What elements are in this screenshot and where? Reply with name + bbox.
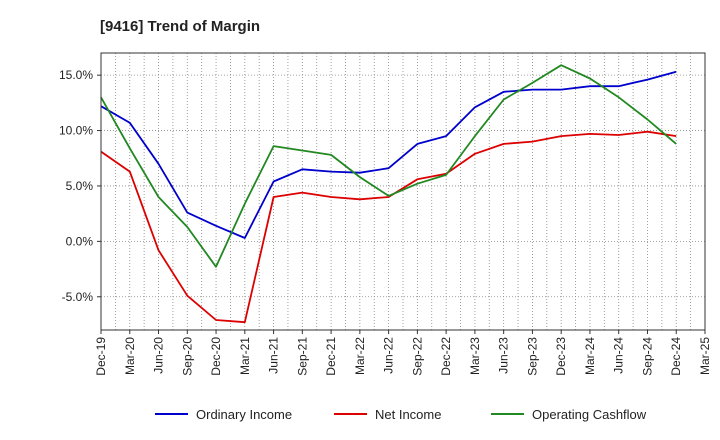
x-tick-label: Dec-19: [94, 337, 108, 376]
chart-title: [9416] Trend of Margin: [100, 18, 260, 35]
x-tick-label: Jun-20: [152, 337, 166, 374]
y-tick-label: 0.0%: [66, 234, 94, 248]
x-tick-label: Mar-20: [123, 337, 137, 375]
legend-label: Net Income: [375, 407, 441, 422]
series-lines: [100, 64, 677, 324]
y-tick-label: -5.0%: [62, 290, 94, 304]
grid: [101, 53, 705, 330]
x-tick-label: Mar-24: [583, 337, 597, 375]
y-tick-label: 10.0%: [59, 124, 93, 138]
x-tick-label: Sep-24: [640, 337, 654, 376]
x-tick-label: Sep-22: [410, 337, 424, 376]
x-axis-ticks: Dec-19 Mar-20 Jun-20 Sep-20 Dec-20 Mar-21 Jun-…: [94, 330, 712, 376]
y-tick-label: 5.0%: [66, 179, 94, 193]
y-tick-label: 15.0%: [59, 68, 93, 82]
legend: Ordinary Income Net Income Operating Cashf…: [155, 407, 647, 422]
x-tick-label: Dec-21: [324, 337, 338, 376]
x-tick-label: Sep-23: [525, 337, 539, 376]
x-tick-label: Jun-23: [497, 337, 511, 374]
series-line-net-income: [100, 130, 677, 324]
x-tick-label: Jun-24: [612, 337, 626, 374]
legend-label: Ordinary Income: [196, 407, 292, 422]
x-tick-label: Mar-23: [468, 337, 482, 375]
x-tick-label: Dec-23: [554, 337, 568, 376]
y-axis-ticks: -5.0% 0.0% 5.0% 10.0% 15.0%: [59, 68, 101, 304]
x-tick-label: Jun-21: [267, 337, 281, 374]
series-line-ordinary-income: [100, 70, 677, 239]
x-tick-label: Mar-21: [238, 337, 252, 375]
x-tick-label: Dec-20: [209, 337, 223, 376]
x-tick-label: Sep-21: [295, 337, 309, 376]
x-tick-label: Mar-25: [698, 337, 712, 375]
x-tick-label: Jun-22: [382, 337, 396, 374]
x-tick-label: Dec-22: [439, 337, 453, 376]
plot-frame: [100, 52, 706, 331]
series-line-operating-cashflow: [100, 64, 677, 268]
legend-label: Operating Cashflow: [532, 407, 647, 422]
x-tick-label: Mar-22: [353, 337, 367, 375]
x-tick-label: Sep-20: [180, 337, 194, 376]
x-tick-label: Dec-24: [669, 337, 683, 376]
